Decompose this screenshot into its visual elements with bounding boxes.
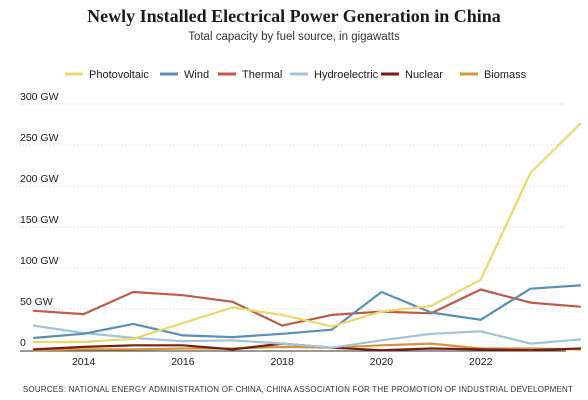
y-tick-label: 300 GW: [20, 91, 59, 103]
x-tick-label: 2016: [171, 356, 195, 368]
y-tick-label: 250 GW: [20, 132, 59, 144]
series-line-wind: [32, 284, 582, 339]
legend-label-biomass: Biomass: [484, 69, 527, 81]
legend-label-wind: Wind: [184, 69, 209, 81]
x-tick-label: 2020: [370, 356, 394, 368]
gridlines: [20, 103, 566, 310]
x-tick-label: 2014: [72, 356, 96, 368]
y-axis-labels: 0 50 GW 100 GW 150 GW 200 GW 250 GW 300 GW: [20, 91, 59, 349]
source-note: SOURCES: NATIONAL ENERGY ADMINISTRATION …: [23, 385, 573, 394]
legend: Photovoltaic Wind Thermal Hydroelectric Nucl…: [65, 69, 527, 81]
x-tick-label: 2018: [271, 356, 295, 368]
series-lines: [32, 122, 582, 352]
legend-label-hydroelectric: Hydroelectric: [314, 69, 379, 81]
x-tick-label: 2022: [469, 356, 493, 368]
y-tick-label: 50 GW: [20, 296, 53, 308]
series-line-photovoltaic: [32, 122, 582, 344]
y-tick-label: 150 GW: [20, 214, 59, 226]
legend-label-thermal: Thermal: [242, 69, 282, 81]
legend-label-nuclear: Nuclear: [405, 69, 443, 81]
series-line-hydroelectric: [32, 324, 582, 349]
legend-label-photovoltaic: Photovoltaic: [89, 69, 149, 81]
chart-title: Newly Installed Electrical Power Generat…: [87, 6, 501, 26]
y-tick-label: 100 GW: [20, 255, 59, 267]
y-tick-label: 200 GW: [20, 173, 59, 185]
chart-subtitle: Total capacity by fuel source, in gigawa…: [188, 31, 400, 43]
x-axis: 2014 2016 2018 2020 2022: [20, 350, 566, 368]
y-tick-label: 0: [20, 337, 26, 349]
